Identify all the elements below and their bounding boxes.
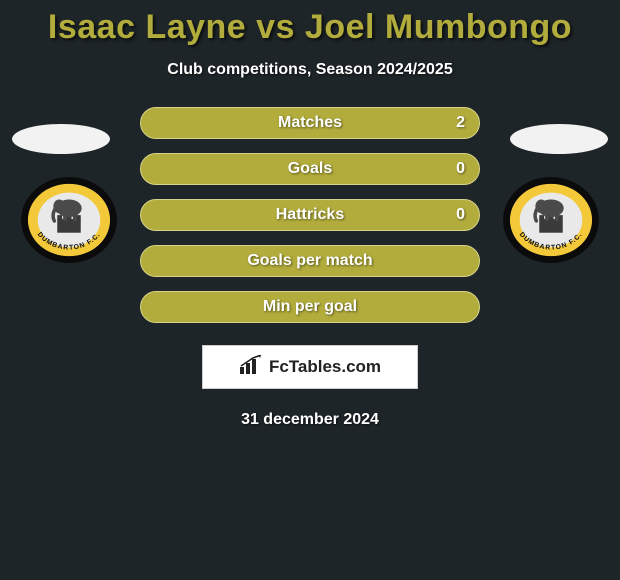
stat-row-goals: Goals 0 bbox=[140, 153, 480, 185]
club-crest-left: DUMBARTON F.C. bbox=[20, 176, 118, 264]
player-left-avatar-placeholder bbox=[12, 124, 110, 154]
subtitle: Club competitions, Season 2024/2025 bbox=[0, 61, 620, 79]
stat-value-right: 0 bbox=[456, 206, 465, 224]
page-title: Isaac Layne vs Joel Mumbongo bbox=[0, 8, 620, 47]
date-text: 31 december 2024 bbox=[0, 411, 620, 429]
stat-label: Min per goal bbox=[263, 298, 357, 316]
stat-label: Hattricks bbox=[276, 206, 344, 224]
stat-label: Matches bbox=[278, 114, 342, 132]
stat-row-matches: Matches 2 bbox=[140, 107, 480, 139]
stat-value-right: 2 bbox=[456, 114, 465, 132]
player-right-avatar-placeholder bbox=[510, 124, 608, 154]
stat-label: Goals per match bbox=[247, 252, 372, 270]
stat-row-goals-per-match: Goals per match bbox=[140, 245, 480, 277]
brand-box: FcTables.com bbox=[202, 345, 418, 389]
stat-row-hattricks: Hattricks 0 bbox=[140, 199, 480, 231]
stat-label: Goals bbox=[288, 160, 332, 178]
club-crest-right: DUMBARTON F.C. bbox=[502, 176, 600, 264]
stat-value-right: 0 bbox=[456, 160, 465, 178]
stat-row-min-per-goal: Min per goal bbox=[140, 291, 480, 323]
brand-text: FcTables.com bbox=[269, 357, 381, 377]
bar-chart-icon bbox=[239, 355, 263, 380]
